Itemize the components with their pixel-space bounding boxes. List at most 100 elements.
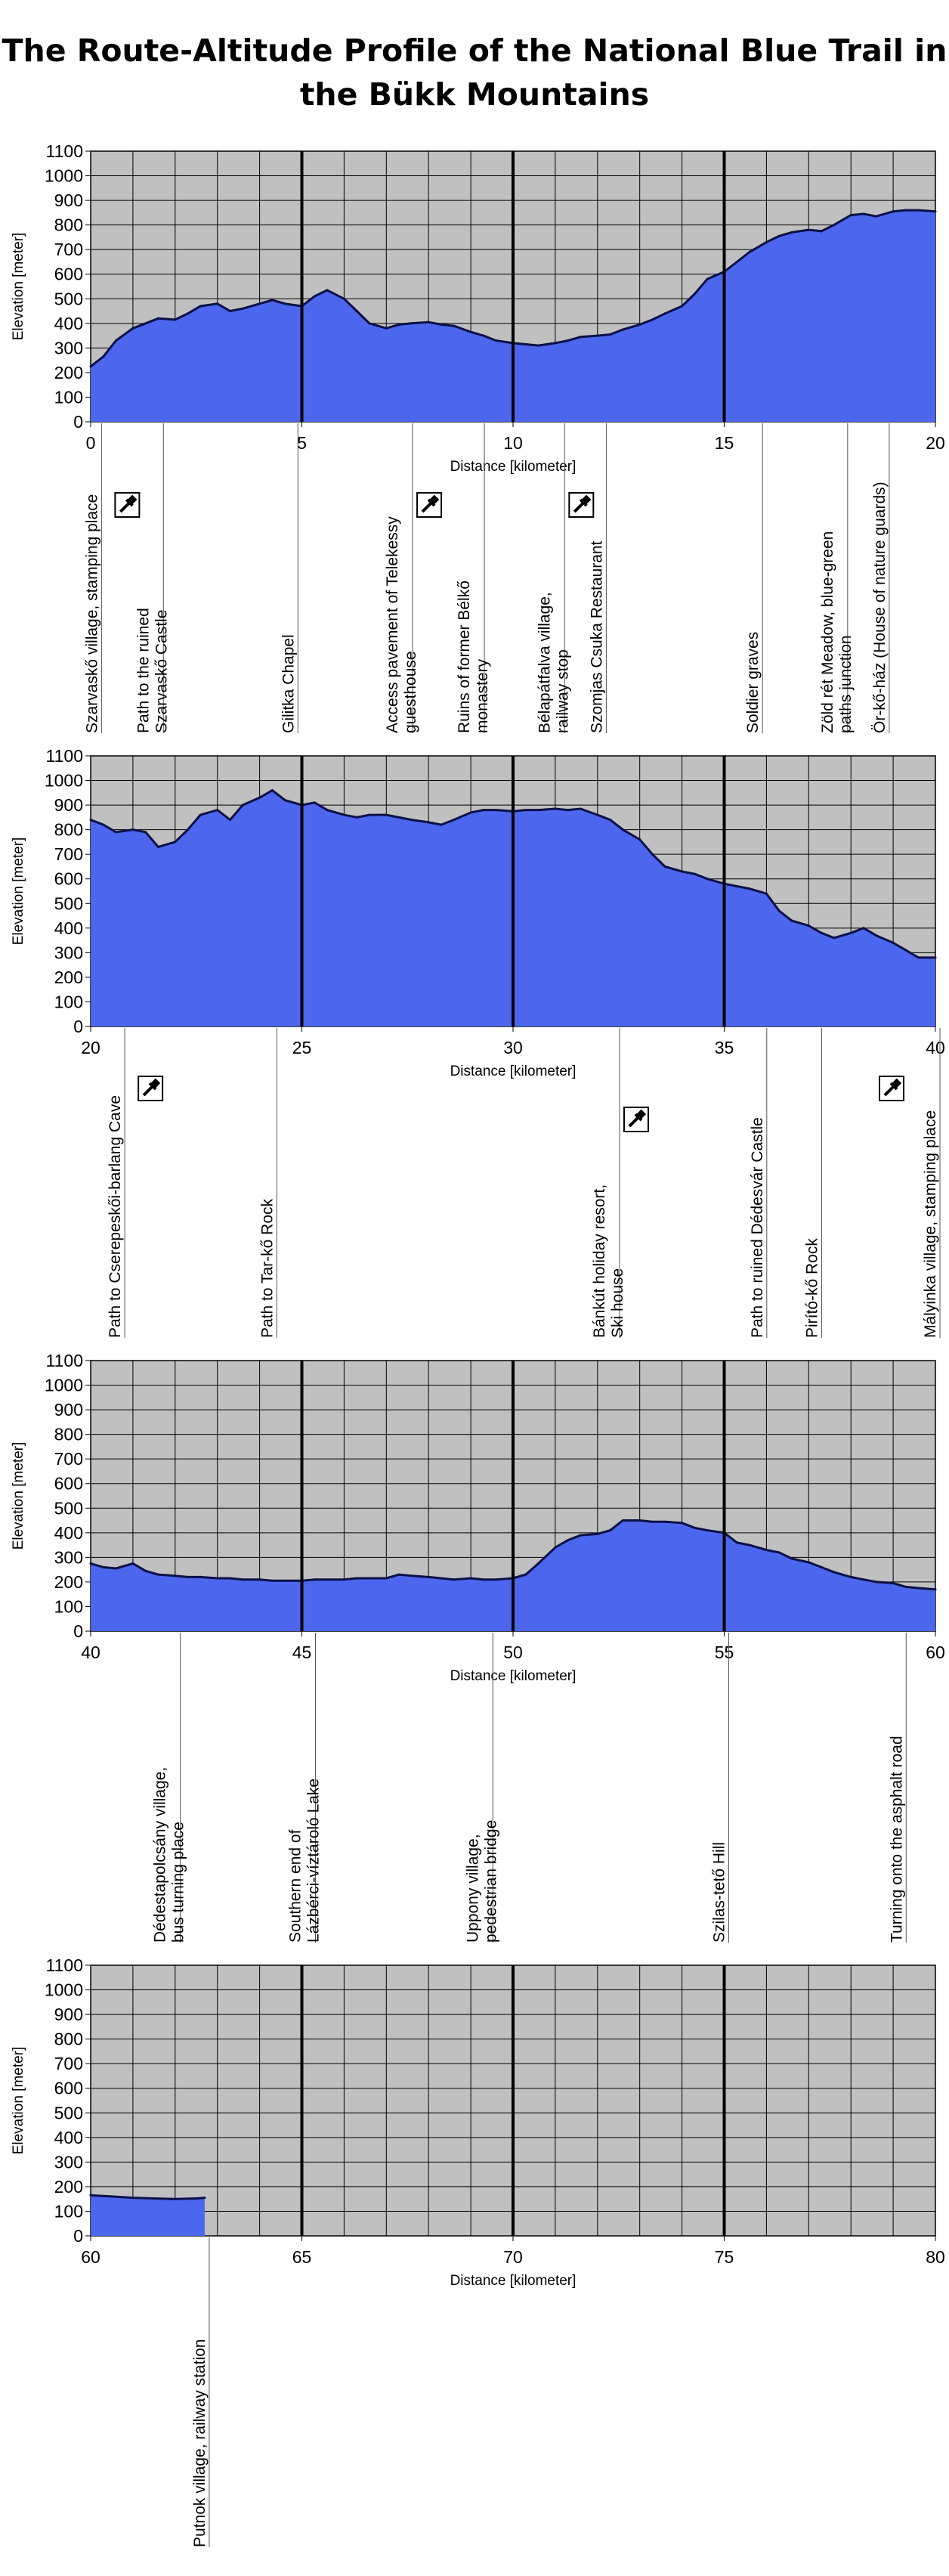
data-point [216, 302, 219, 305]
y-tick-label: 100 [54, 2201, 83, 2221]
profile-chart-3: 0 100 200 300 400 500 600 700 800 900 1000 1100 40 45… [11, 1351, 945, 1943]
data-point [904, 949, 907, 952]
data-point [596, 1532, 599, 1535]
annotation-label: pedestrian bridge [482, 1820, 499, 1943]
y-tick-label: 1000 [45, 1376, 83, 1395]
data-point [482, 334, 485, 337]
data-point [706, 1529, 709, 1532]
title-line-2: the Bükk Mountains [299, 76, 650, 113]
x-tick-label: 0 [86, 433, 96, 453]
data-point [89, 1562, 92, 1565]
y-tick-label: 1100 [46, 141, 83, 161]
x-tick-label: 60 [81, 2247, 100, 2267]
data-point [621, 328, 624, 331]
annotation-label: Southern end of [287, 1829, 304, 1943]
data-point [554, 807, 557, 810]
data-point [495, 339, 498, 342]
data-point [199, 813, 202, 816]
data-point [385, 327, 388, 330]
data-point [735, 261, 738, 263]
stamp-icon-handle [573, 498, 588, 513]
y-tick-label: 100 [54, 992, 83, 1011]
data-point [875, 1581, 878, 1584]
y-tick-label: 600 [54, 869, 83, 889]
data-point [790, 231, 793, 234]
data-point [765, 892, 768, 895]
data-point [110, 2195, 113, 2198]
y-axis-label: Elevation [meter] [11, 1442, 26, 1550]
x-tick-label: 65 [292, 2247, 312, 2267]
stamp-icon-handle [142, 1082, 157, 1097]
y-tick-label: 100 [54, 387, 83, 407]
stamp-icon [879, 1076, 904, 1101]
y-tick-label: 500 [54, 289, 83, 308]
data-point [862, 927, 865, 930]
y-tick-label: 800 [54, 2030, 83, 2049]
data-point [326, 809, 329, 812]
data-point [663, 865, 666, 868]
data-point [638, 838, 641, 841]
data-point [397, 1573, 400, 1576]
data-point [410, 819, 413, 822]
y-axis-label: Elevation [meter] [11, 233, 26, 341]
x-tick-label: 60 [926, 1643, 945, 1662]
x-tick-label: 75 [715, 2247, 734, 2267]
annotation-label: Szomjas Csuka Restaurant [588, 540, 605, 733]
profile-chart-4: 0 100 200 300 400 500 600 700 800 900 1000 1100 60 65… [11, 1955, 945, 2547]
y-tick-label: 400 [54, 918, 83, 938]
data-point [156, 317, 159, 320]
data-point [693, 293, 696, 296]
data-point [849, 931, 852, 934]
x-tick-label: 5 [297, 433, 307, 453]
data-point [355, 816, 358, 819]
y-tick-label: 800 [54, 820, 83, 840]
data-point [174, 318, 177, 321]
data-point [934, 210, 937, 213]
data-point [102, 355, 105, 358]
data-point [156, 845, 159, 848]
data-point [706, 277, 709, 280]
data-point [807, 1561, 810, 1564]
data-point [270, 789, 274, 792]
y-tick-label: 200 [54, 968, 83, 987]
data-point [904, 209, 907, 212]
y-axis-label: Elevation [meter] [11, 838, 26, 946]
data-point [537, 1562, 539, 1565]
y-tick-label: 100 [54, 1596, 83, 1616]
stamp-icon [623, 1107, 649, 1132]
y-tick-label: 600 [54, 265, 83, 284]
y-tick-label: 700 [54, 240, 83, 259]
data-point [609, 333, 612, 336]
data-point [849, 214, 852, 217]
y-tick-label: 1100 [46, 1955, 83, 1975]
data-point [241, 307, 244, 310]
page-title: The Route-Altitude Profile of the Nation… [0, 29, 949, 116]
annotation-label: Path to the ruined [134, 608, 152, 733]
data-point [651, 1520, 654, 1523]
x-tick-label: 45 [292, 1643, 312, 1662]
data-point [144, 322, 147, 325]
data-point [427, 1575, 430, 1578]
profile-chart-1: 0 100 200 300 400 500 600 700 800 900 1000 1100 0 5 10… [11, 141, 945, 733]
data-point [427, 821, 430, 824]
data-point [283, 1579, 286, 1582]
data-point [495, 809, 498, 812]
annotation-label: bus turning place [170, 1822, 187, 1943]
y-tick-label: 1100 [46, 746, 83, 766]
y-tick-label: 0 [73, 1017, 83, 1036]
y-tick-label: 0 [73, 1621, 83, 1641]
annotation-label: paths junction [837, 635, 855, 733]
x-tick-label: 15 [715, 433, 734, 453]
y-tick-label: 1000 [45, 166, 83, 186]
x-tick-label: 25 [292, 1038, 312, 1057]
data-point [313, 1578, 316, 1581]
data-point [397, 323, 400, 326]
data-point [153, 2197, 156, 2200]
data-point [663, 1520, 666, 1523]
x-axis-label: Distance [kilometer] [450, 459, 577, 475]
data-point [102, 823, 105, 826]
annotation-label: Lázbérci-víztároló Lake [305, 1779, 323, 1943]
y-tick-label: 300 [54, 338, 83, 358]
data-point [917, 1587, 920, 1590]
data-point [735, 1541, 738, 1544]
